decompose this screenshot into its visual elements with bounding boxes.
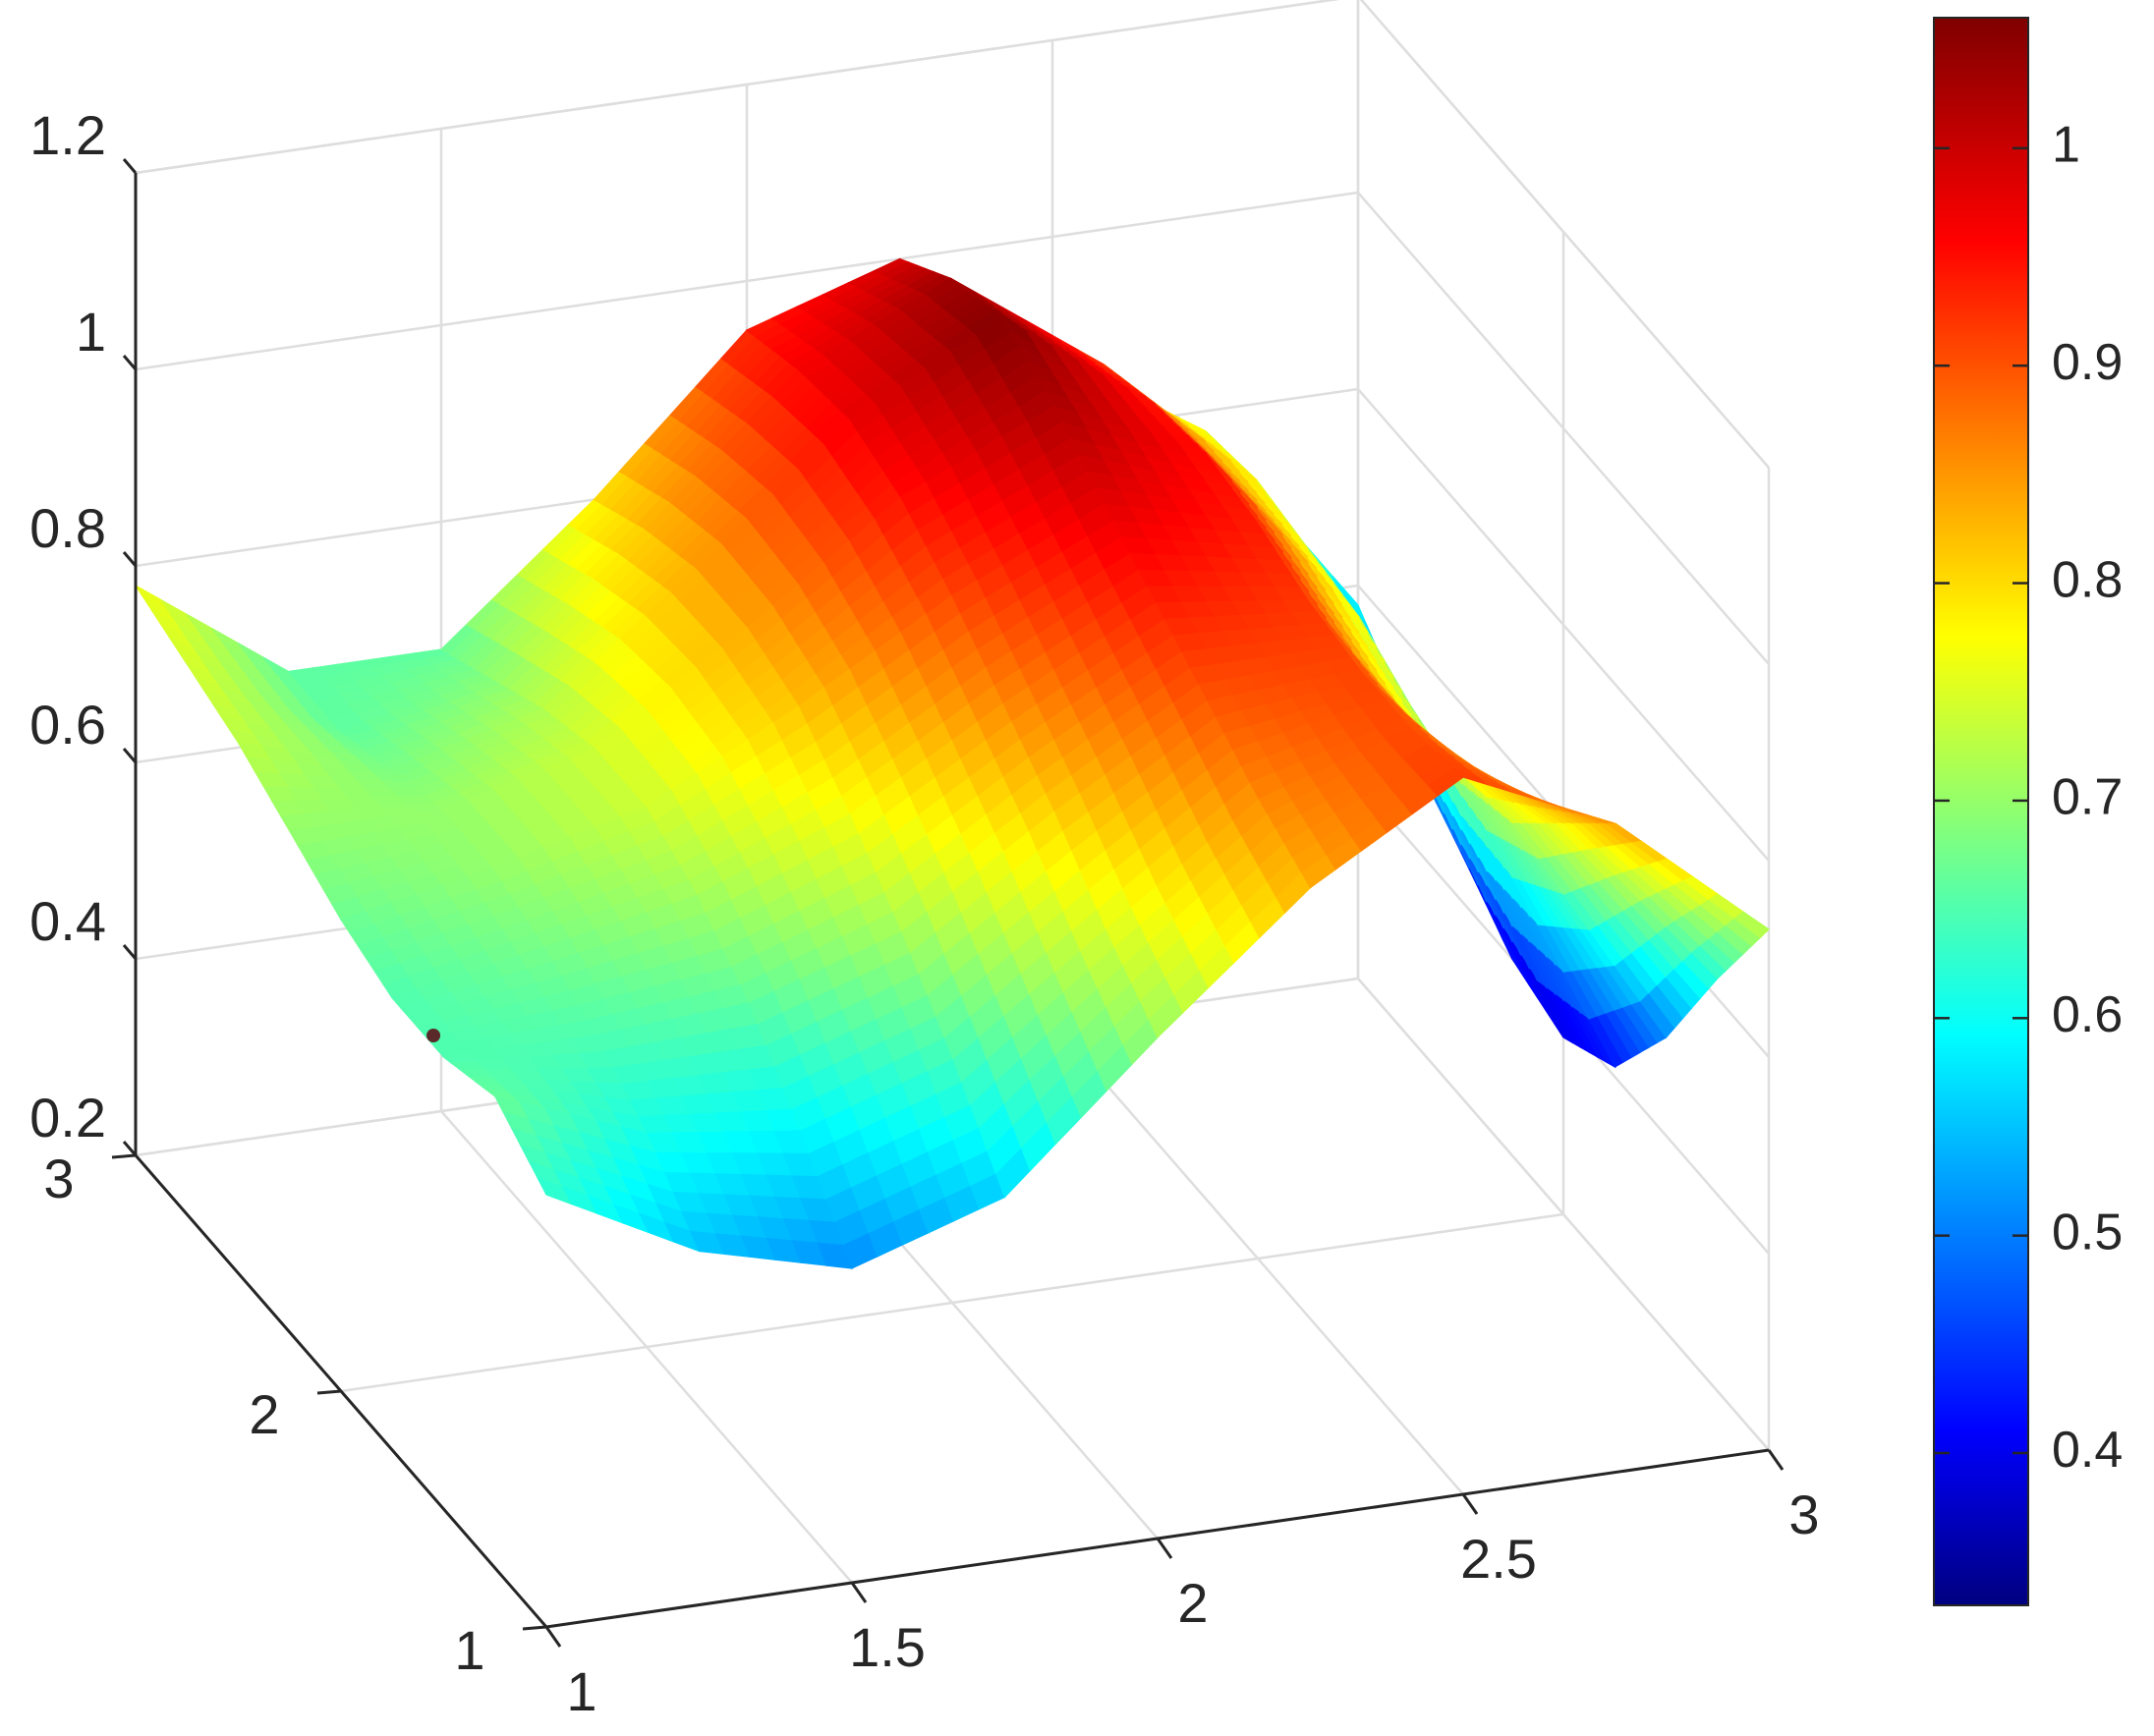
grid-line [1357,192,1770,665]
grid-line [340,1212,1564,1393]
z-tick [122,748,138,763]
z-tick [122,944,138,960]
y-tick [522,1625,547,1631]
y-tick [111,1153,137,1159]
surface-patch [1733,911,1770,939]
grid-line [1357,978,1770,1451]
x-tick [1767,1449,1785,1471]
tick-label: 1 [454,1619,484,1681]
grid-line [1359,0,1770,469]
x-tick [544,1626,562,1648]
x-tick [1156,1538,1173,1559]
marker-layer [426,1029,441,1042]
tick-label: 1.2 [29,104,106,166]
tick-label: 2 [249,1383,279,1445]
x-tick [1461,1493,1479,1515]
tick-label: 0.8 [29,497,106,559]
z-tick [122,355,138,370]
x-tick [850,1582,868,1603]
tick-label: 0.6 [29,694,106,756]
z-tick [122,1141,138,1156]
colorbar-scale [1933,17,2029,1606]
tick-label: 1 [76,301,106,363]
tick-label: 2.5 [1460,1528,1537,1590]
tick-label: 1.5 [849,1616,926,1678]
tick-label: 2 [1177,1572,1208,1634]
colorbar-tick-label: 0.9 [2052,334,2123,391]
grid-line [135,191,1359,371]
grid-line [1357,388,1770,862]
marked-point [426,1029,441,1042]
y-tick [316,1389,342,1395]
colorbar-tick-label: 0.6 [2052,986,2123,1043]
z-tick [122,158,138,174]
colorbar-tick-label: 0.4 [2052,1422,2123,1479]
z-tick [122,551,138,567]
tick-label: 0.2 [29,1087,106,1148]
surface [135,257,1770,1269]
tick-label: 3 [1788,1484,1819,1545]
colorbar-tick-label: 0.7 [2052,769,2123,826]
colorbar-ticks: 0.4 0.5 0.6 0.7 0.8 0.9 1 [1934,117,2123,1479]
tick-label: 1 [566,1660,596,1722]
colorbar: 0.4 0.5 0.6 0.7 0.8 0.9 1 [1933,17,2123,1606]
colorbar-tick-label: 0.8 [2052,551,2123,608]
colorbar-tick-label: 0.5 [2052,1204,2123,1260]
colorbar-tick-label: 1 [2052,117,2080,174]
tick-label: 3 [43,1148,74,1209]
grid-line [135,0,1340,175]
tick-label: 0.4 [29,890,106,952]
